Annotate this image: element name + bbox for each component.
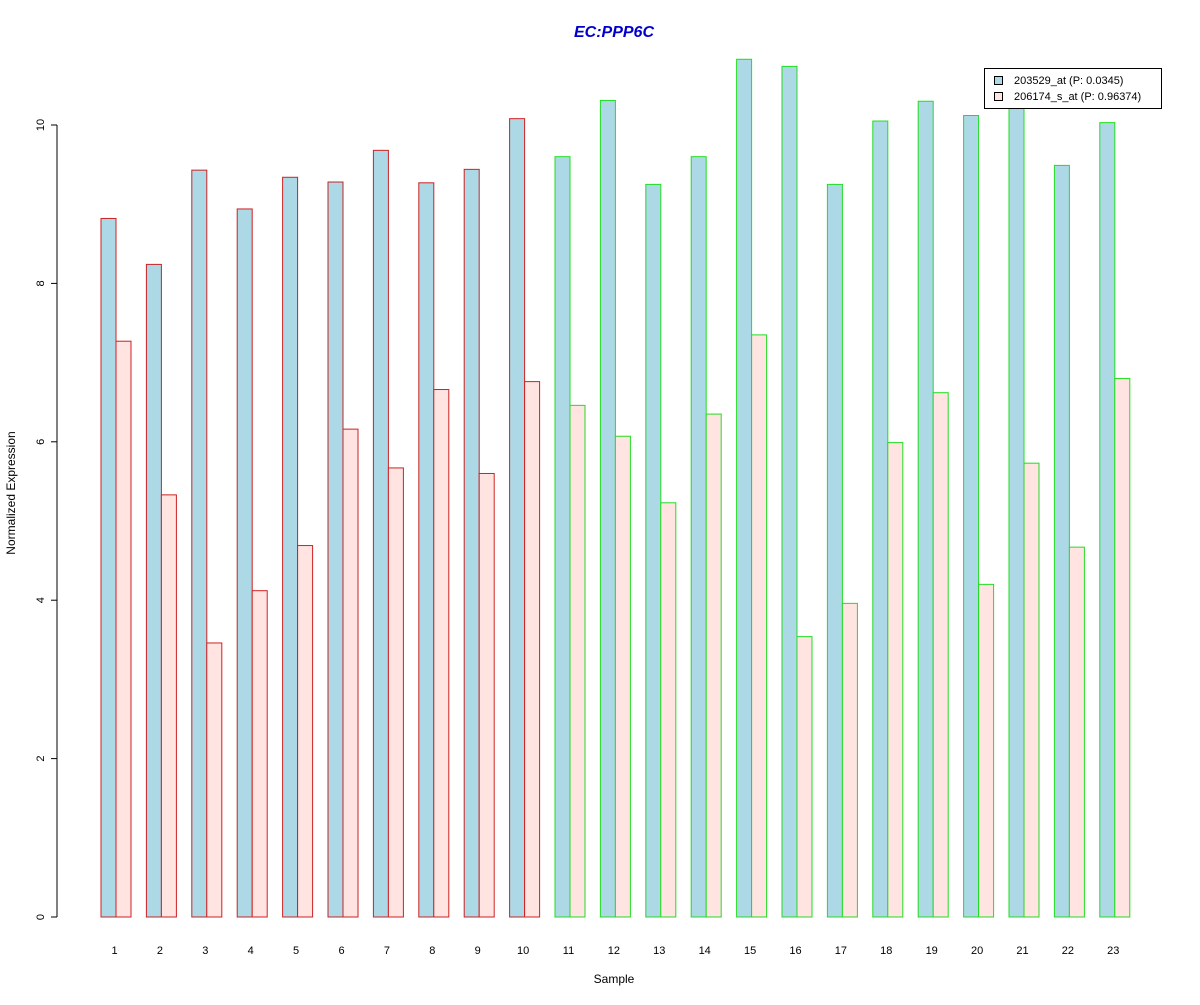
y-tick-label: 6 (35, 439, 47, 445)
x-tick-label: 11 (563, 945, 574, 957)
y-tick-label: 0 (35, 914, 47, 920)
bar-series-1-sample-8 (418, 182, 435, 918)
bar-series-2-sample-15 (751, 334, 768, 918)
bar-series-2-sample-8 (433, 389, 450, 918)
bar-series-1-sample-13 (645, 183, 662, 918)
x-tick-label: 8 (429, 945, 435, 957)
bar-series-2-sample-19 (932, 392, 949, 918)
y-axis-label: Normalized Expression (4, 431, 18, 554)
y-tick-label: 2 (35, 756, 47, 762)
bar-series-2-sample-2 (160, 494, 177, 918)
x-tick-label: 21 (1016, 945, 1028, 957)
x-tick-labels: 1 2 3 4 5 6 7 8 9 10 11 12 13 14 15 16 17 18 19 20 21 22 23 (111, 945, 1119, 957)
bar-series-2-sample-16 (796, 636, 813, 918)
bar-series-2-sample-18 (887, 442, 904, 918)
x-tick-label: 3 (202, 945, 208, 957)
bar-series-2-sample-3 (206, 642, 223, 918)
bar-series-1-sample-10 (509, 118, 526, 918)
x-tick-label: 6 (338, 945, 344, 957)
bar-series-1-sample-23 (1099, 122, 1116, 918)
bar-series-1-sample-12 (599, 99, 616, 918)
y-tick-label: 10 (35, 119, 47, 131)
x-tick-label: 14 (699, 945, 711, 957)
bar-series-2-sample-4 (251, 590, 268, 918)
bar-series-2-sample-1 (115, 340, 132, 918)
bar-series-1-sample-14 (690, 156, 707, 918)
x-tick-label: 19 (926, 945, 938, 957)
legend-box (984, 68, 1162, 109)
bar-series-1-sample-2 (145, 263, 162, 918)
bar-series-2-sample-13 (660, 502, 677, 918)
x-tick-label: 5 (293, 945, 299, 957)
legend-label: 203529_at (P: 0.0345) (1014, 75, 1123, 87)
bar-series-1-sample-7 (372, 149, 389, 918)
x-tick-label: 16 (789, 945, 801, 957)
bar-series-1-sample-9 (463, 168, 480, 918)
x-tick-label: 18 (880, 945, 892, 957)
bar-series-1-sample-6 (327, 181, 344, 918)
bar-series-1-sample-4 (236, 208, 253, 918)
bar-series-2-sample-5 (297, 545, 314, 918)
bar-series-1-sample-5 (282, 176, 299, 918)
y-tick-label: 4 (35, 597, 47, 603)
bar-series-1-sample-18 (872, 120, 889, 918)
chart-title: EC:PPP6C (574, 24, 654, 41)
bar-series-2-sample-21 (1023, 462, 1040, 918)
bar-series-2-sample-12 (614, 435, 631, 918)
x-axis-label: Sample (594, 972, 635, 986)
x-tick-label: 22 (1062, 945, 1074, 957)
bar-series-2-sample-20 (978, 583, 995, 918)
bar-series-1-sample-15 (736, 58, 753, 918)
bar-series-1-sample-11 (554, 156, 571, 918)
bar-series-2-sample-17 (841, 602, 858, 918)
x-tick-label: 4 (248, 945, 254, 957)
bar-series-1-sample-21 (1008, 107, 1025, 918)
legend-swatch (994, 76, 1003, 85)
x-tick-label: 23 (1107, 945, 1119, 957)
x-tick-label: 12 (608, 945, 620, 957)
bar-series-1-sample-22 (1053, 164, 1070, 918)
bar-series-1-sample-19 (917, 100, 934, 918)
bar-series-1-sample-17 (826, 183, 843, 918)
bar-series-1-sample-16 (781, 65, 798, 918)
bar-series-2-sample-11 (569, 404, 586, 918)
bar-series-2-sample-10 (524, 381, 541, 918)
x-tick-label: 13 (653, 945, 665, 957)
bar-series-1-sample-3 (191, 169, 208, 918)
legend: 203529_at (P: 0.0345) 206174_s_at (P: 0.9… (984, 68, 1162, 109)
bar-series-1-sample-1 (100, 217, 117, 918)
legend-label: 206174_s_at (P: 0.96374) (1014, 91, 1141, 103)
x-tick-label: 10 (517, 945, 529, 957)
y-axis: 0 2 4 6 8 10 (35, 119, 58, 920)
x-tick-label: 1 (111, 945, 117, 957)
bar-series-2-sample-6 (342, 428, 359, 918)
bar-series-2-sample-7 (387, 467, 404, 918)
bar-series-1-sample-20 (963, 114, 980, 918)
x-tick-label: 2 (157, 945, 163, 957)
legend-swatch (994, 92, 1003, 101)
y-tick-label: 8 (35, 280, 47, 286)
bar-series-2-sample-14 (705, 413, 722, 918)
x-tick-label: 20 (971, 945, 983, 957)
bar-series-2-sample-22 (1068, 546, 1085, 918)
bar-series-2-sample-23 (1114, 377, 1131, 918)
bar-series-2-sample-9 (478, 472, 495, 918)
x-tick-label: 17 (835, 945, 847, 957)
bars-group (100, 58, 1131, 918)
x-tick-label: 9 (475, 945, 481, 957)
x-tick-label: 15 (744, 945, 756, 957)
x-tick-label: 7 (384, 945, 390, 957)
